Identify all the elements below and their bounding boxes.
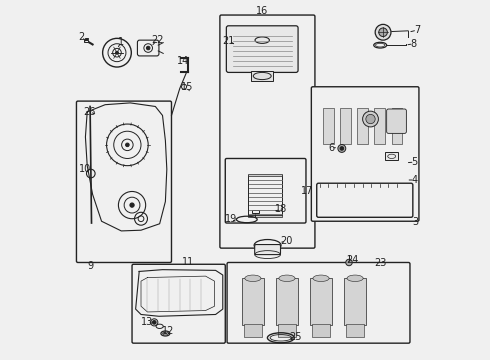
Bar [278, 324, 296, 337]
Text: 12: 12 [162, 326, 174, 336]
Text: 10: 10 [79, 164, 92, 174]
Bar [242, 278, 264, 325]
FancyBboxPatch shape [255, 244, 280, 255]
Text: 15: 15 [181, 82, 194, 93]
Bar [344, 278, 366, 325]
Bar [357, 108, 368, 144]
Circle shape [338, 144, 346, 152]
Text: 1: 1 [118, 37, 124, 47]
Bar [85, 39, 88, 40]
Text: 3: 3 [412, 217, 418, 227]
Bar [276, 278, 298, 325]
Polygon shape [85, 103, 167, 231]
Bar [385, 152, 398, 160]
Bar [244, 324, 262, 337]
Bar [340, 108, 351, 144]
FancyBboxPatch shape [226, 26, 298, 72]
Circle shape [340, 147, 343, 150]
Circle shape [375, 24, 391, 40]
Text: 11: 11 [182, 257, 195, 267]
Bar [248, 174, 282, 176]
Text: 23: 23 [374, 258, 387, 268]
Text: 24: 24 [346, 255, 359, 265]
Circle shape [147, 46, 150, 50]
Text: 22: 22 [151, 35, 163, 45]
Bar [248, 215, 282, 217]
FancyBboxPatch shape [76, 101, 172, 262]
Text: 26: 26 [83, 107, 96, 117]
Text: 7: 7 [414, 25, 420, 35]
FancyBboxPatch shape [220, 15, 315, 248]
Text: 8: 8 [411, 39, 416, 49]
Bar [312, 324, 330, 337]
FancyBboxPatch shape [387, 109, 406, 134]
Bar [323, 108, 334, 144]
Circle shape [151, 319, 158, 326]
Circle shape [379, 28, 388, 37]
Ellipse shape [279, 275, 295, 282]
Text: 20: 20 [280, 236, 293, 246]
Circle shape [346, 259, 352, 266]
Text: 19: 19 [224, 215, 237, 224]
Bar [315, 94, 415, 180]
Circle shape [116, 51, 119, 54]
Ellipse shape [347, 275, 363, 282]
Polygon shape [136, 270, 223, 316]
Bar [248, 175, 282, 215]
Circle shape [366, 114, 375, 124]
Bar [310, 278, 332, 325]
Bar [346, 324, 364, 337]
FancyBboxPatch shape [137, 40, 159, 56]
Ellipse shape [245, 275, 261, 282]
Text: 25: 25 [289, 332, 301, 342]
FancyBboxPatch shape [132, 264, 225, 343]
Text: 4: 4 [412, 175, 417, 185]
Bar [392, 108, 402, 144]
Circle shape [125, 143, 129, 147]
Circle shape [152, 320, 156, 324]
Text: 9: 9 [88, 261, 94, 271]
Text: 13: 13 [141, 317, 153, 327]
Circle shape [130, 203, 134, 207]
Bar [252, 210, 259, 213]
Text: 18: 18 [275, 204, 287, 215]
Text: 16: 16 [256, 6, 269, 17]
FancyBboxPatch shape [225, 158, 306, 223]
Text: 21: 21 [222, 36, 235, 46]
Bar [251, 71, 273, 81]
Text: 14: 14 [177, 56, 190, 66]
Ellipse shape [313, 275, 329, 282]
Text: 6: 6 [328, 143, 334, 153]
FancyBboxPatch shape [311, 87, 419, 221]
Text: 17: 17 [300, 186, 313, 196]
Bar [231, 266, 406, 338]
Text: 5: 5 [412, 157, 418, 167]
Bar [374, 108, 385, 144]
Circle shape [363, 111, 378, 127]
Text: 2: 2 [79, 32, 85, 41]
Bar [84, 40, 88, 41]
FancyBboxPatch shape [227, 262, 410, 343]
